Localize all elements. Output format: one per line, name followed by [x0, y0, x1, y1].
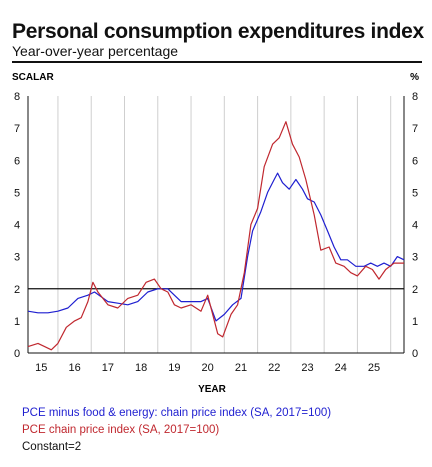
legend-entry-constant: Constant=2 — [22, 441, 82, 453]
y-tick-right-2: 2 — [412, 284, 418, 296]
legend-entry-pce: PCE chain price index (SA, 2017=100) — [22, 424, 220, 436]
y-tick-left-2: 2 — [14, 284, 20, 296]
y-tick-right-3: 3 — [412, 252, 418, 264]
x-tick-17: 17 — [102, 362, 114, 374]
x-tick-15: 15 — [35, 362, 47, 374]
y-tick-left-4: 4 — [14, 220, 20, 232]
x-tick-25: 25 — [368, 362, 380, 374]
right-axis-label: % — [410, 72, 419, 83]
left-axis-label: SCALAR — [12, 72, 54, 83]
legend-entry-core-pce: PCE minus food & energy: chain price ind… — [22, 407, 332, 419]
y-tick-left-1: 1 — [14, 316, 20, 328]
y-tick-left-7: 7 — [14, 123, 20, 135]
y-tick-right-6: 6 — [412, 155, 418, 167]
x-tick-19: 19 — [168, 362, 180, 374]
series-line-core-pce — [27, 172, 405, 322]
x-tick-20: 20 — [202, 362, 214, 374]
y-tick-right-5: 5 — [412, 187, 418, 199]
x-tick-16: 16 — [68, 362, 80, 374]
x-axis-label: YEAR — [198, 384, 227, 395]
y-tick-left-6: 6 — [14, 155, 20, 167]
chart-title: Personal consumption expenditures index — [12, 20, 424, 43]
x-tick-22: 22 — [268, 362, 280, 374]
y-tick-right-7: 7 — [412, 123, 418, 135]
chart-subtitle: Year-over-year percentage — [12, 43, 179, 59]
y-tick-left-8: 8 — [14, 91, 20, 103]
legend: PCE minus food & energy: chain price ind… — [22, 405, 331, 456]
y-tick-left-5: 5 — [14, 187, 20, 199]
y-tick-right-0: 0 — [412, 348, 418, 360]
series-line-pce — [27, 121, 404, 351]
y-tick-right-8: 8 — [412, 91, 418, 103]
y-tick-left-3: 3 — [14, 252, 20, 264]
x-tick-18: 18 — [135, 362, 147, 374]
x-tick-23: 23 — [301, 362, 313, 374]
y-tick-right-4: 4 — [412, 220, 418, 232]
y-tick-right-1: 1 — [412, 316, 418, 328]
y-tick-left-0: 0 — [14, 348, 20, 360]
x-tick-21: 21 — [235, 362, 247, 374]
x-tick-24: 24 — [335, 362, 347, 374]
